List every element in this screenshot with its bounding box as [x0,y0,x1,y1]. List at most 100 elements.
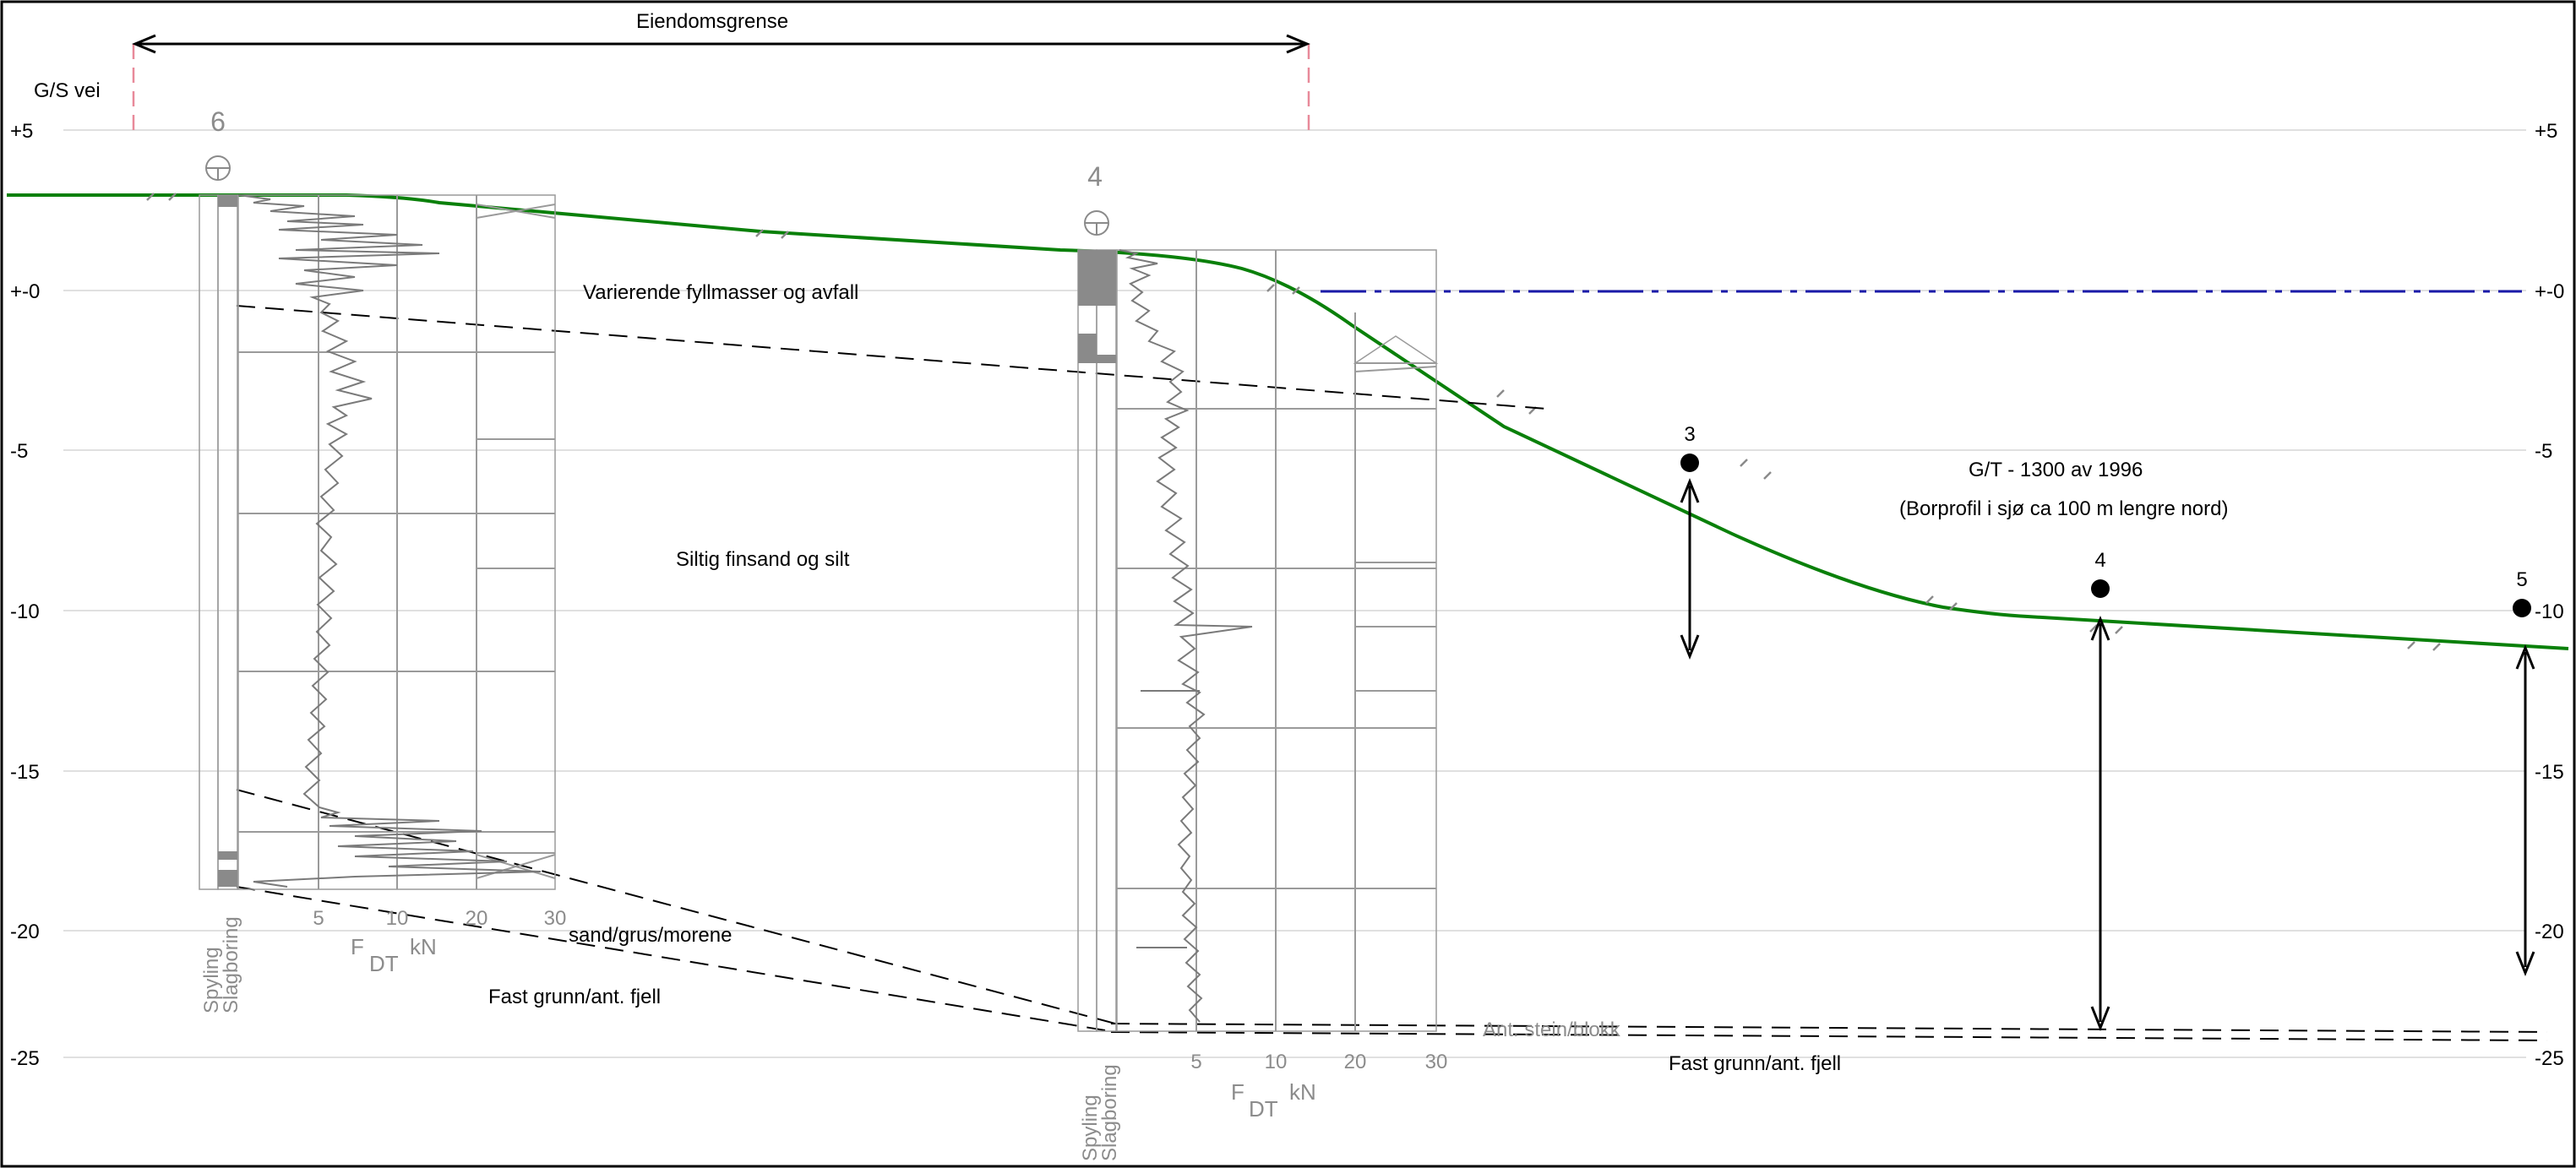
layer-label-stone: Ant. stein/blokk [1483,1019,1621,1041]
borehole-6: 6 5 10 20 30 [199,106,566,1013]
elev-label-right: -20 [2535,921,2564,943]
scale-tick: 5 [1190,1051,1201,1073]
hatch-mark [168,193,177,201]
method-fill [1078,250,1116,306]
scale-tick: 20 [1344,1051,1367,1073]
point-marker [2513,599,2531,617]
layer-label-silt: Siltig finsand og silt [676,548,850,571]
elev-label: -5 [10,440,28,463]
force-unit: kN [1289,1079,1316,1105]
force-subscript: DT [369,951,399,976]
terrain-hatch-marks [146,193,2441,651]
sounding-curve [1119,249,1253,1023]
hatch-mark [1292,286,1300,295]
scale-tick: 30 [1425,1051,1448,1073]
elev-label: +5 [10,120,33,143]
elev-label-right: +5 [2535,120,2557,143]
method-column [217,194,238,890]
borehole-4: 4 5 10 20 30 F DT [1077,161,1448,1161]
borehole-6-number: 6 [210,106,226,137]
property-boundary: Eiendomsgrense [132,10,1310,132]
sounding-curve [237,194,542,888]
point-number: 4 [2094,549,2105,572]
hatch-mark [2089,624,2098,633]
method-column [1077,249,1097,1032]
method-label: Spyling [200,947,223,1013]
point-number: 5 [2516,568,2527,591]
hatch-mark [1949,602,1958,611]
elevation-grid [63,129,2526,1058]
cross-marker [476,854,556,879]
boundary-silt-sand [236,789,1116,1024]
elev-label-right: -25 [2535,1047,2564,1070]
force-symbol: F [351,934,364,959]
arrowhead-up [2090,615,2110,641]
elev-label: -25 [10,1047,40,1070]
arrowhead-right [1286,34,1310,54]
hatch-mark [2432,643,2441,651]
scale-row [1354,366,1437,372]
layer-label-bedrock-left: Fast grunn/ant. fjell [488,986,661,1008]
force-symbol: F [1231,1079,1244,1105]
road-label: G/S vei [34,79,101,102]
scale-tick: 30 [544,907,567,930]
point-number: 3 [1684,423,1695,446]
arrowhead-down [2515,951,2535,977]
elev-label: -10 [10,600,40,623]
hatch-mark [781,231,789,239]
hatch-mark [1266,284,1275,292]
elev-label-right: -10 [2535,600,2564,623]
layer-boundaries [236,305,2548,1041]
borehole-4-symbol [1084,210,1109,236]
elev-label-right: +-0 [2535,280,2564,303]
method-column [1096,249,1117,1032]
layer-label-fill: Varierende fyllmasser og avfall [583,281,858,304]
method-fill [218,195,237,207]
boundary-stone-bottom [1110,1031,2548,1041]
force-label: F DT kN [1231,1079,1316,1122]
method-fill [1097,355,1116,363]
borehole-6-symbol [205,155,231,181]
elev-label: +-0 [10,280,40,303]
boundary-stone-top [1110,1023,2548,1033]
sea-point-5: 5 [2513,568,2535,977]
cross-marker [476,204,556,219]
point-marker [2091,579,2110,598]
scale-tick: 20 [466,907,488,930]
hatch-mark [146,193,155,201]
layer-label-bedrock-right: Fast grunn/ant. fjell [1669,1052,1841,1075]
hatch-mark [2407,641,2415,649]
sea-point-4: 4 [2090,549,2110,1032]
arrowhead-down [1680,634,1700,660]
elev-label: -15 [10,761,40,784]
hatch-mark [1496,389,1505,398]
triangle-marker [1353,335,1439,364]
arrowhead-down [2090,1006,2110,1032]
arrowhead-left [132,34,156,54]
method-fill [1078,334,1097,363]
hatch-mark [1740,459,1748,467]
borehole-4-number: 4 [1087,161,1103,192]
method-label: Slagboring [220,916,242,1013]
scale-tick: 10 [386,907,409,930]
hatch-mark [755,229,764,237]
hatch-mark [1763,471,1772,480]
boundary-fill-silt [236,305,1547,410]
scale-tick: 10 [1265,1051,1288,1073]
arrowhead-up [1680,477,1700,503]
force-unit: kN [410,934,437,959]
method-label: Slagboring [1098,1064,1121,1161]
method-fill [218,851,237,860]
property-boundary-label: Eiendomsgrense [636,10,788,33]
reference-line-2: (Borprofil i sjø ca 100 m lengre nord) [1899,497,2228,520]
method-label: Spyling [1079,1095,1102,1161]
sea-point-3: 3 [1680,423,1700,660]
arrowhead-up [2515,644,2535,670]
hatch-mark [2115,626,2123,634]
scale-tick: 5 [313,907,324,930]
method-column [199,194,219,890]
boundary-sand-rock [236,886,1116,1033]
force-subscript: DT [1249,1096,1278,1122]
terrain-profile-line [7,193,2569,650]
